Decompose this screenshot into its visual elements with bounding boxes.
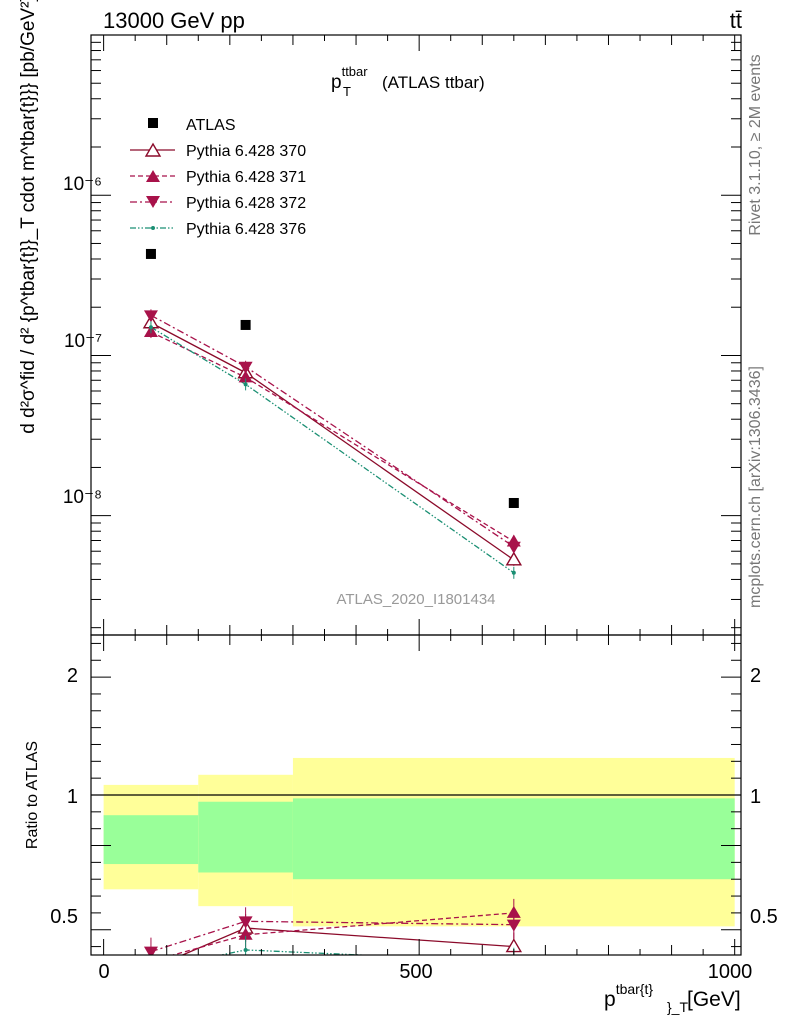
legend-marker-372 <box>146 196 160 208</box>
ytick-label-1e-7: 10⁻⁷ <box>64 331 102 352</box>
ratio-panel: 0.5 1 2 0.5 1 2 0 500 1000 Ratio to ATLA… <box>24 634 778 1015</box>
point-atlas-2 <box>508 497 519 508</box>
ratio-point-pythia-6-428-372-1 <box>238 916 253 929</box>
ratio-ytick-1-right: 1 <box>750 786 761 808</box>
main-ticks <box>91 34 741 635</box>
legend-label-370: Pythia 6.428 370 <box>186 143 306 160</box>
point-pythia-6-428-376-0 <box>148 325 153 330</box>
plot-title: pttbar T (ATLAS ttbar) <box>331 64 485 99</box>
point-pythia-6-428-370-2 <box>505 551 523 566</box>
xtick-label-0: 0 <box>98 961 109 983</box>
series-line-pythia-6-428-376 <box>150 326 515 574</box>
ratio-ytick-2-left: 2 <box>67 665 78 687</box>
ratio-ticks <box>91 635 741 955</box>
ratio-ytick-0.5-left: 0.5 <box>50 906 78 928</box>
band-green-2 <box>292 798 735 880</box>
legend: ATLAS Pythia 6.428 370 Pythia 6.428 371 … <box>130 117 306 238</box>
xtick-label-1000: 1000 <box>708 961 753 983</box>
xtick-label-500: 500 <box>399 961 432 983</box>
ratio-ylabel: Ratio to ATLAS <box>24 741 41 849</box>
ratio-ytick-0.5-right: 0.5 <box>750 906 778 928</box>
xlabel: ptbar{t}}_T[GeV] <box>604 981 741 1015</box>
analysis-label: ATLAS_2020_I1801434 <box>336 591 495 608</box>
main-series-lines <box>150 314 515 574</box>
point-pythia-6-428-371-1 <box>238 370 253 383</box>
mcplots-label: mcplots.cern.ch [arXiv:1306.3436] <box>747 366 764 608</box>
ratio-ytick-2-right: 2 <box>750 665 761 687</box>
point-pythia-6-428-372-0 <box>143 310 158 323</box>
header-right: tt̄ <box>730 8 742 33</box>
legend-marker-370 <box>144 142 162 157</box>
header-left: 13000 GeV pp <box>103 8 245 33</box>
legend-label-371: Pythia 6.428 371 <box>186 169 306 186</box>
legend-marker-atlas <box>148 118 158 128</box>
ratio-point-pythia-6-428-372-0 <box>143 946 158 955</box>
main-series-marks <box>142 248 523 579</box>
point-pythia-6-428-376-1 <box>243 382 248 387</box>
legend-label-atlas: ATLAS <box>186 117 236 134</box>
point-atlas-1 <box>240 319 251 330</box>
ratio-line-pythia-6-428-371 <box>170 912 514 955</box>
ratio-line-pythia-6-428-376 <box>218 949 376 955</box>
ratio-line-pythia-6-428-370 <box>180 927 514 955</box>
band-green-1 <box>198 801 293 873</box>
point-pythia-6-428-372-1 <box>238 361 253 374</box>
main-panel: 10⁻⁶ 10⁻⁷ 10⁻⁸ pttbar T (ATLAS ttbar) ATLA… <box>18 0 742 636</box>
legend-label-372: Pythia 6.428 372 <box>186 195 306 212</box>
ratio-point-pythia-6-428-376-0 <box>243 947 248 952</box>
point-atlas-0 <box>145 248 156 259</box>
series-line-pythia-6-428-372 <box>150 314 515 548</box>
point-pythia-6-428-372-2 <box>506 541 521 554</box>
ratio-uncertainty-bands <box>103 757 735 927</box>
ratio-ytick-1-left: 1 <box>67 786 78 808</box>
point-pythia-6-428-376-2 <box>511 570 516 575</box>
ytick-label-1e-6: 10⁻⁶ <box>63 174 102 195</box>
legend-label-376: Pythia 6.428 376 <box>186 221 306 238</box>
legend-marker-376 <box>151 226 155 230</box>
ratio-point-pythia-6-428-376-1 <box>512 960 516 964</box>
ytick-label-1e-8: 10⁻⁸ <box>63 487 102 508</box>
ratio-line-pythia-6-428-372 <box>150 920 514 953</box>
legend-marker-371 <box>146 170 160 182</box>
band-green-0 <box>103 815 199 865</box>
ratio-point-pythia-6-428-372-2 <box>506 919 521 932</box>
main-ylabel: d d²σ^fid / d² {p^tbar{t}}_T cdot m^tbar… <box>18 0 39 434</box>
rivet-label: Rivet 3.1.10, ≥ 2M events <box>747 54 764 235</box>
